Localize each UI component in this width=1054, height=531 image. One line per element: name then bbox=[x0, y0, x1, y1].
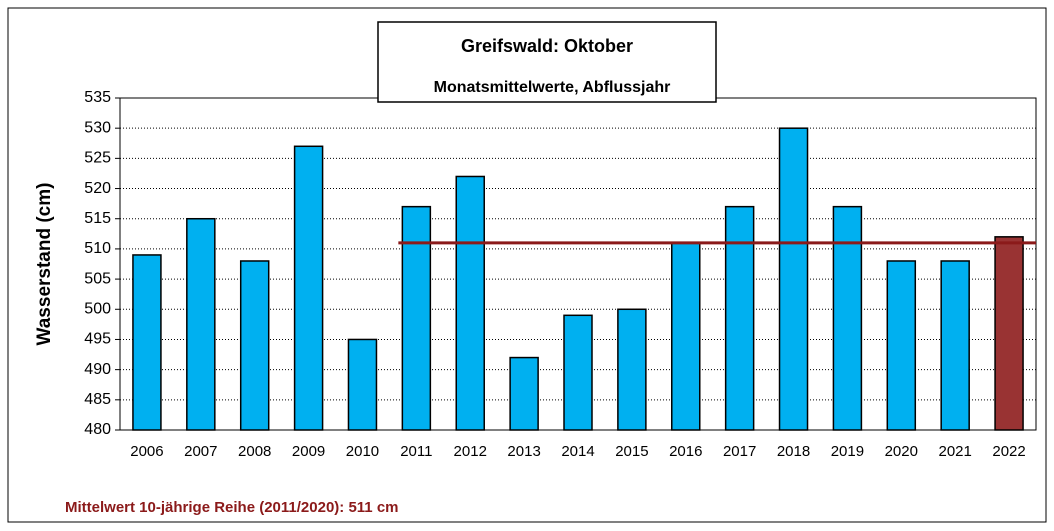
annotation: Mittelwert 10-jährige Reihe (2011/2020):… bbox=[65, 499, 399, 516]
bar bbox=[778, 127, 809, 431]
x-tick-label: 2010 bbox=[346, 443, 379, 460]
y-tick-label: 520 bbox=[84, 180, 111, 197]
x-tick-label: 2006 bbox=[130, 443, 163, 460]
x-tick-label: 2012 bbox=[454, 443, 487, 460]
x-tick-label: 2017 bbox=[723, 443, 756, 460]
y-tick-label: 525 bbox=[84, 150, 111, 167]
y-tick-label: 500 bbox=[84, 300, 111, 317]
bar bbox=[994, 236, 1024, 431]
x-tick-label: 2016 bbox=[669, 443, 702, 460]
x-tick-label: 2021 bbox=[938, 443, 971, 460]
x-tick-label: 2013 bbox=[507, 443, 540, 460]
y-tick-label: 510 bbox=[84, 240, 111, 257]
x-tick-label: 2014 bbox=[561, 443, 594, 460]
bar bbox=[239, 260, 270, 431]
bar bbox=[347, 338, 378, 431]
bar bbox=[724, 205, 755, 431]
x-tick-label: 2011 bbox=[400, 443, 432, 460]
y-tick-label: 515 bbox=[84, 210, 111, 227]
x-tick-label: 2018 bbox=[777, 443, 810, 460]
chart-title: Greifswald: Oktober bbox=[461, 36, 633, 56]
x-tick-label: 2007 bbox=[184, 443, 217, 460]
x-tick-label: 2009 bbox=[292, 443, 325, 460]
bar bbox=[671, 242, 701, 431]
y-tick-label: 495 bbox=[84, 331, 111, 348]
bar bbox=[563, 314, 593, 431]
x-tick-label: 2020 bbox=[885, 443, 918, 460]
bar bbox=[617, 308, 647, 431]
bar bbox=[293, 145, 324, 431]
x-tick-label: 2019 bbox=[831, 443, 864, 460]
x-tick-label: 2008 bbox=[238, 443, 271, 460]
bar bbox=[832, 205, 863, 431]
y-tick-label: 480 bbox=[84, 421, 111, 438]
y-tick-label: 535 bbox=[84, 89, 111, 106]
bar bbox=[455, 175, 485, 431]
y-axis-label: Wasserstand (cm) bbox=[34, 183, 55, 346]
title-box bbox=[377, 21, 717, 103]
x-tick-label: 2022 bbox=[992, 443, 1025, 460]
bar bbox=[132, 254, 162, 431]
y-tick-label: 490 bbox=[84, 361, 111, 378]
y-tick-label: 485 bbox=[84, 391, 111, 408]
bar bbox=[186, 217, 216, 431]
bar bbox=[509, 356, 539, 431]
bar bbox=[401, 205, 432, 431]
bar bbox=[886, 260, 917, 431]
chart-subtitle: Monatsmittelwerte, Abflussjahr bbox=[434, 79, 671, 96]
y-tick-label: 505 bbox=[84, 270, 111, 287]
x-tick-label: 2015 bbox=[615, 443, 648, 460]
y-tick-label: 530 bbox=[84, 119, 111, 136]
bar bbox=[940, 260, 970, 431]
